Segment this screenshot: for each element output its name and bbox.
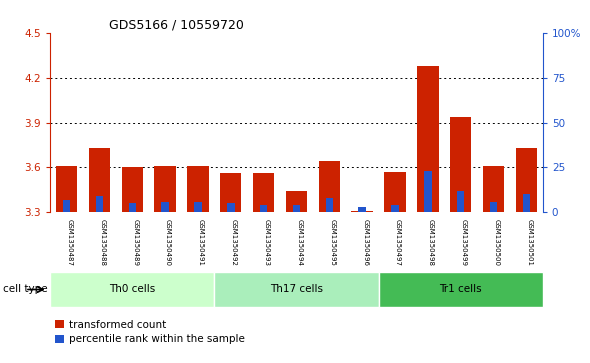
Bar [450, 117, 471, 212]
Bar [293, 205, 300, 212]
Text: GSM1350498: GSM1350498 [428, 219, 434, 266]
Text: GSM1350497: GSM1350497 [395, 219, 401, 266]
Text: GSM1350501: GSM1350501 [526, 219, 532, 266]
Bar [56, 166, 77, 212]
Bar [88, 148, 110, 212]
Legend: transformed count, percentile rank within the sample: transformed count, percentile rank withi… [55, 320, 245, 344]
Text: GSM1350496: GSM1350496 [362, 219, 368, 266]
Text: Tr1 cells: Tr1 cells [440, 285, 482, 294]
Text: GSM1350489: GSM1350489 [132, 219, 138, 266]
Bar [187, 166, 209, 212]
Text: GSM1350495: GSM1350495 [329, 219, 335, 266]
Text: GSM1350493: GSM1350493 [264, 219, 270, 266]
Bar [319, 162, 340, 212]
Text: GSM1350490: GSM1350490 [165, 219, 171, 266]
Text: cell type: cell type [3, 285, 48, 294]
Text: GSM1350487: GSM1350487 [67, 219, 73, 266]
Text: Th17 cells: Th17 cells [270, 285, 323, 294]
Text: GSM1350494: GSM1350494 [297, 219, 303, 266]
Bar [326, 198, 333, 212]
Text: GSM1350488: GSM1350488 [99, 219, 106, 266]
Bar [50, 272, 214, 307]
Bar [359, 207, 366, 212]
Bar [129, 203, 136, 212]
Bar [457, 191, 464, 212]
Bar [352, 211, 373, 212]
Bar [516, 148, 537, 212]
Bar [214, 272, 379, 307]
Text: GSM1350491: GSM1350491 [198, 219, 204, 266]
Bar [122, 167, 143, 212]
Text: GSM1350500: GSM1350500 [493, 219, 500, 266]
Text: GSM1350499: GSM1350499 [461, 219, 467, 266]
Bar [417, 66, 438, 212]
Bar [384, 172, 406, 212]
Text: Th0 cells: Th0 cells [109, 285, 155, 294]
Bar [286, 191, 307, 212]
Bar [490, 201, 497, 212]
Bar [220, 174, 241, 212]
Bar [260, 205, 267, 212]
Bar [227, 203, 234, 212]
Bar [194, 201, 202, 212]
Bar [424, 171, 431, 212]
Bar [483, 166, 504, 212]
Bar [523, 195, 530, 212]
Bar [162, 201, 169, 212]
Bar [391, 205, 399, 212]
Bar [155, 166, 176, 212]
Bar [253, 174, 274, 212]
Bar [63, 200, 70, 212]
Bar [379, 272, 543, 307]
Text: GSM1350492: GSM1350492 [231, 219, 237, 266]
Text: GDS5166 / 10559720: GDS5166 / 10559720 [109, 19, 244, 32]
Bar [96, 196, 103, 212]
